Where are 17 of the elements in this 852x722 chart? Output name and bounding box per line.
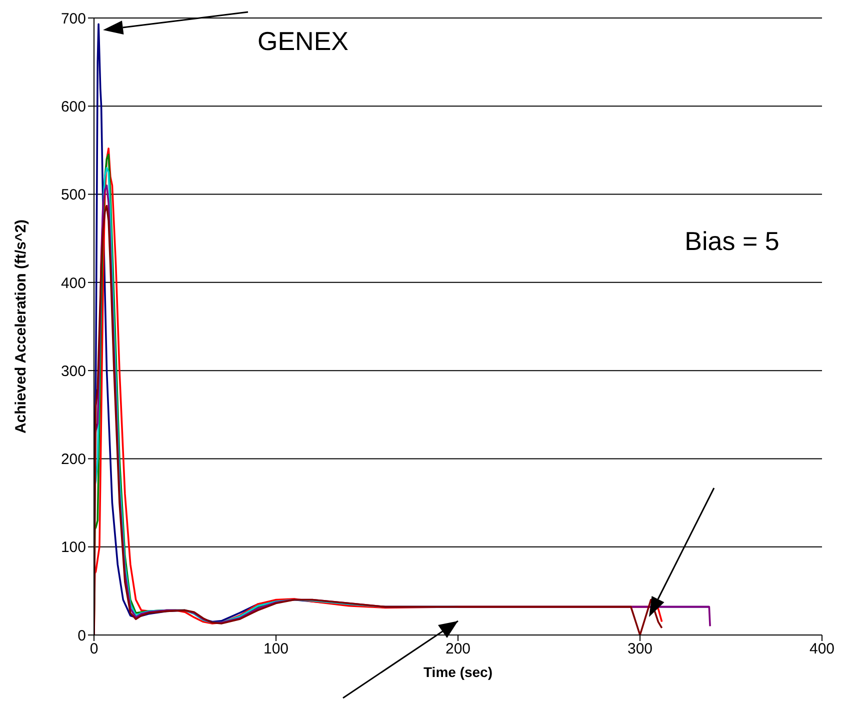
- x-axis-title: Time (sec): [424, 664, 492, 680]
- y-tick-label: 400: [60, 274, 86, 292]
- x-tick-label: 0: [90, 640, 98, 658]
- x-tick-label: 300: [627, 640, 653, 658]
- y-tick-label: 200: [60, 451, 86, 468]
- y-tick-label: 300: [60, 362, 86, 380]
- y-tick-label: 0: [78, 627, 86, 644]
- y-tick-label: 100: [60, 539, 86, 556]
- y-axis-title: Achieved Acceleration (ft/s^2): [12, 219, 30, 434]
- x-tick-label: 100: [263, 640, 289, 658]
- x-tick-label: 400: [809, 640, 835, 658]
- annotation: GENEX: [257, 26, 349, 56]
- y-tick-label: 500: [60, 186, 86, 204]
- annotation: Bias = 5: [684, 226, 780, 256]
- y-tick-label: 700: [60, 10, 86, 28]
- y-tick-label: 600: [60, 98, 86, 116]
- x-tick-label: 200: [445, 640, 471, 658]
